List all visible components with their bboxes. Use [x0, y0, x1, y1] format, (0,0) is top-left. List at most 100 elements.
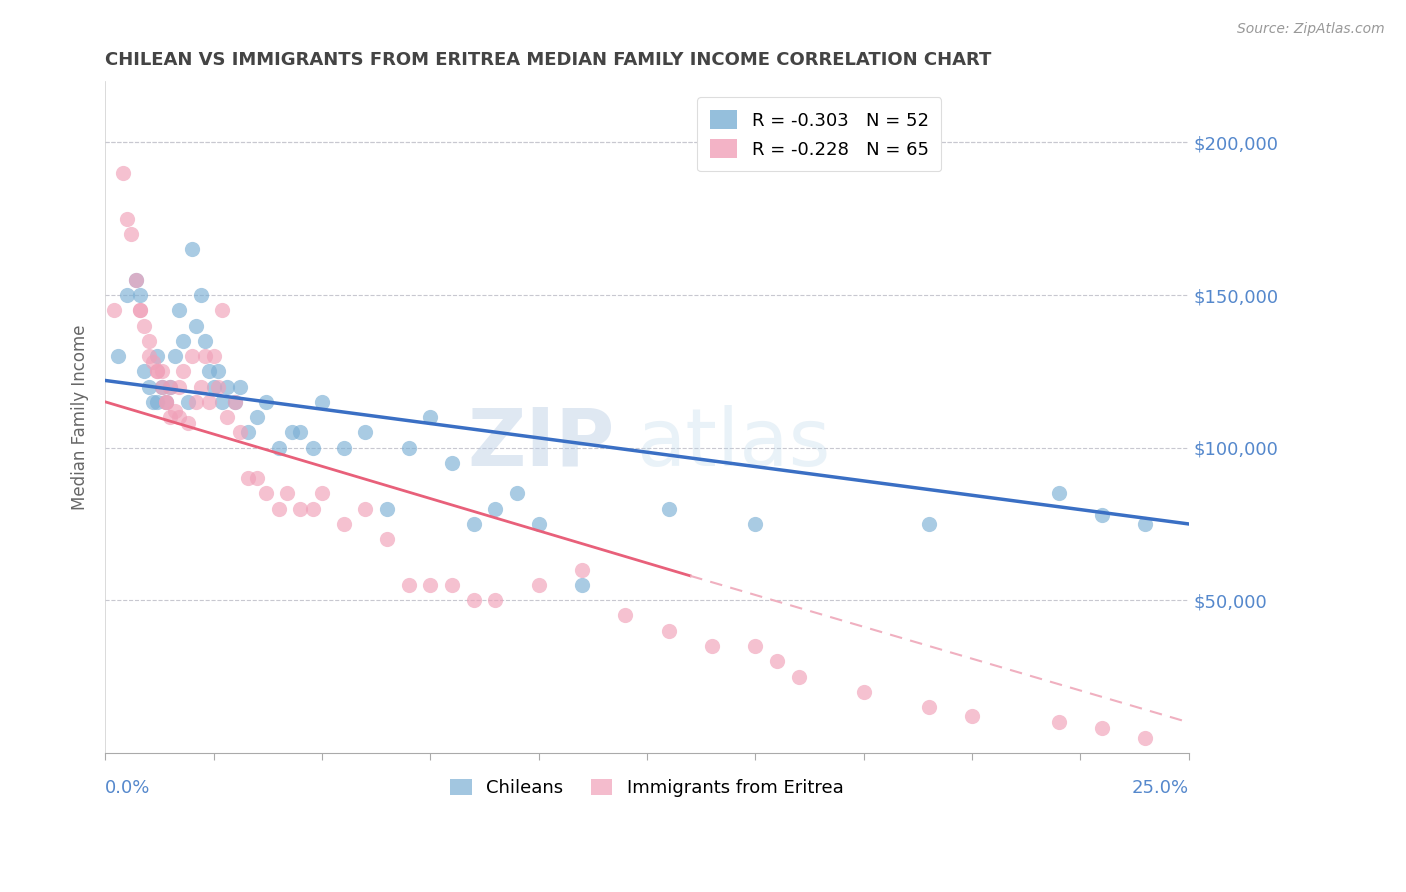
Point [138, 379, 160, 393]
Point [228, 425, 250, 440]
Point [267, 441, 290, 455]
Point [207, 364, 229, 378]
Point [103, 303, 125, 318]
Point [211, 394, 233, 409]
Point [228, 379, 250, 393]
Point [484, 593, 506, 607]
Point [1135, 516, 1157, 531]
Point [186, 318, 208, 333]
Point [571, 563, 593, 577]
Point [276, 486, 298, 500]
Legend: Chileans, Immigrants from Eritrea: Chileans, Immigrants from Eritrea [443, 772, 851, 805]
Point [398, 578, 420, 592]
Point [527, 516, 550, 531]
Point [163, 404, 186, 418]
Text: atlas: atlas [636, 405, 831, 483]
Point [128, 303, 150, 318]
Point [1135, 731, 1157, 745]
Point [150, 379, 173, 393]
Point [254, 394, 277, 409]
Point [128, 288, 150, 302]
Point [194, 349, 217, 363]
Point [332, 441, 354, 455]
Point [657, 624, 679, 638]
Point [1091, 722, 1114, 736]
Point [159, 379, 181, 393]
Point [155, 394, 177, 409]
Point [398, 441, 420, 455]
Point [180, 349, 202, 363]
Point [202, 379, 225, 393]
Text: 25.0%: 25.0% [1132, 779, 1188, 797]
Point [194, 334, 217, 348]
Point [176, 416, 198, 430]
Point [146, 394, 169, 409]
Point [917, 700, 939, 714]
Point [1091, 508, 1114, 522]
Point [159, 379, 181, 393]
Point [280, 425, 302, 440]
Point [172, 364, 194, 378]
Point [176, 394, 198, 409]
Point [215, 379, 238, 393]
Point [124, 273, 146, 287]
Point [302, 441, 325, 455]
Point [375, 501, 398, 516]
Point [960, 709, 983, 723]
Point [440, 578, 463, 592]
Point [419, 410, 441, 425]
Point [267, 501, 290, 516]
Point [852, 685, 875, 699]
Point [238, 471, 260, 485]
Point [115, 288, 138, 302]
Point [167, 379, 190, 393]
Point [744, 516, 766, 531]
Point [571, 578, 593, 592]
Point [700, 639, 723, 653]
Point [311, 394, 333, 409]
Point [202, 349, 225, 363]
Y-axis label: Median Family Income: Median Family Income [72, 325, 89, 510]
Text: 0.0%: 0.0% [105, 779, 150, 797]
Point [657, 501, 679, 516]
Point [146, 364, 169, 378]
Point [744, 639, 766, 653]
Point [506, 486, 529, 500]
Point [190, 379, 212, 393]
Point [146, 364, 169, 378]
Text: Source: ZipAtlas.com: Source: ZipAtlas.com [1237, 22, 1385, 37]
Point [167, 303, 190, 318]
Point [917, 516, 939, 531]
Point [207, 379, 229, 393]
Point [124, 273, 146, 287]
Point [332, 516, 354, 531]
Point [238, 425, 260, 440]
Point [215, 410, 238, 425]
Point [134, 318, 156, 333]
Point [290, 425, 312, 440]
Point [146, 349, 169, 363]
Point [224, 394, 246, 409]
Point [614, 608, 637, 623]
Point [180, 242, 202, 256]
Point [172, 334, 194, 348]
Text: ZIP: ZIP [467, 405, 614, 483]
Point [527, 578, 550, 592]
Point [484, 501, 506, 516]
Point [419, 578, 441, 592]
Point [354, 425, 377, 440]
Point [254, 486, 277, 500]
Point [190, 288, 212, 302]
Point [150, 364, 173, 378]
Point [198, 364, 221, 378]
Point [120, 227, 142, 241]
Point [155, 394, 177, 409]
Point [163, 349, 186, 363]
Point [246, 410, 269, 425]
Point [211, 303, 233, 318]
Point [375, 532, 398, 546]
Point [134, 364, 156, 378]
Point [224, 394, 246, 409]
Point [142, 394, 165, 409]
Point [290, 501, 312, 516]
